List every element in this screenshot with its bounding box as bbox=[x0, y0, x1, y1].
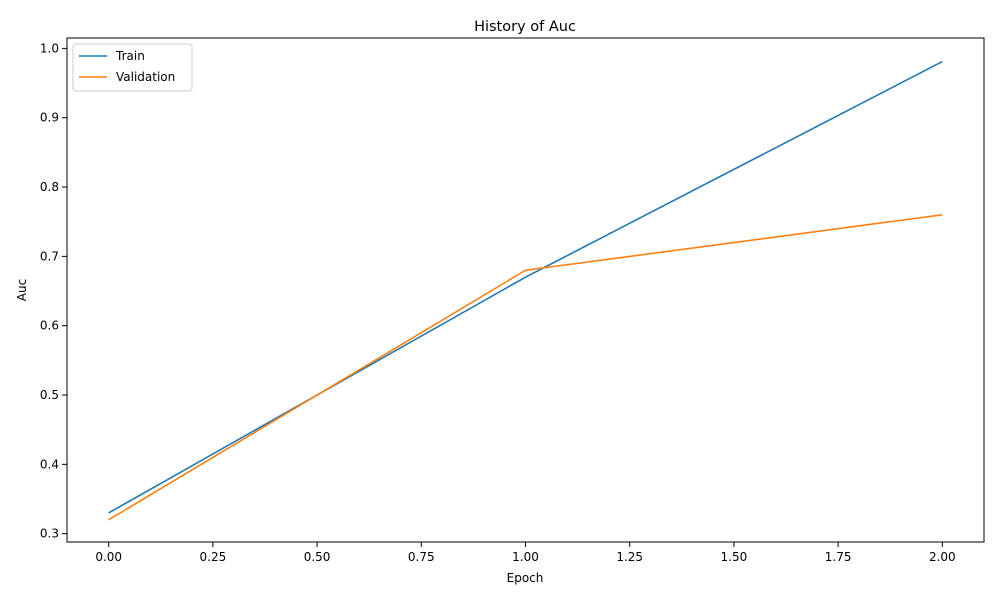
series-line-train bbox=[108, 60, 943, 514]
legend-label-train: Train bbox=[115, 49, 145, 63]
y-tick-label: 0.8 bbox=[40, 180, 59, 194]
x-tick-label: 1.75 bbox=[825, 550, 852, 564]
x-tick-label: 0.25 bbox=[200, 550, 227, 564]
y-tick-label: 0.6 bbox=[40, 319, 59, 333]
series-line-validation bbox=[108, 213, 943, 521]
y-tick-label: 0.5 bbox=[40, 388, 59, 402]
legend: Train Validation bbox=[72, 43, 193, 92]
y-axis-label: Auc bbox=[15, 279, 29, 301]
x-axis-label: Epoch bbox=[507, 571, 544, 585]
x-tick-label: 1.00 bbox=[512, 550, 539, 564]
x-axis: 0.00 0.25 0.50 0.75 1.00 1.25 1.50 1.75 2.00 bbox=[95, 542, 956, 564]
series-layer bbox=[108, 60, 943, 521]
x-tick-label: 0.75 bbox=[408, 550, 435, 564]
x-tick-label: 0.50 bbox=[304, 550, 331, 564]
y-tick-label: 0.4 bbox=[40, 457, 59, 471]
x-tick-label: 0.00 bbox=[95, 550, 122, 564]
y-tick-label: 0.9 bbox=[40, 111, 59, 125]
x-tick-label: 1.50 bbox=[721, 550, 748, 564]
y-tick-label: 0.3 bbox=[40, 527, 59, 541]
legend-label-validation: Validation bbox=[116, 70, 175, 84]
x-tick-label: 2.00 bbox=[929, 550, 956, 564]
chart-title: History of Auc bbox=[474, 19, 576, 35]
y-axis: 0.3 0.4 0.5 0.6 0.7 0.8 0.9 1.0 bbox=[40, 41, 67, 541]
y-tick-label: 0.7 bbox=[40, 249, 59, 263]
x-tick-label: 1.25 bbox=[616, 550, 643, 564]
y-tick-label: 1.0 bbox=[40, 41, 59, 55]
